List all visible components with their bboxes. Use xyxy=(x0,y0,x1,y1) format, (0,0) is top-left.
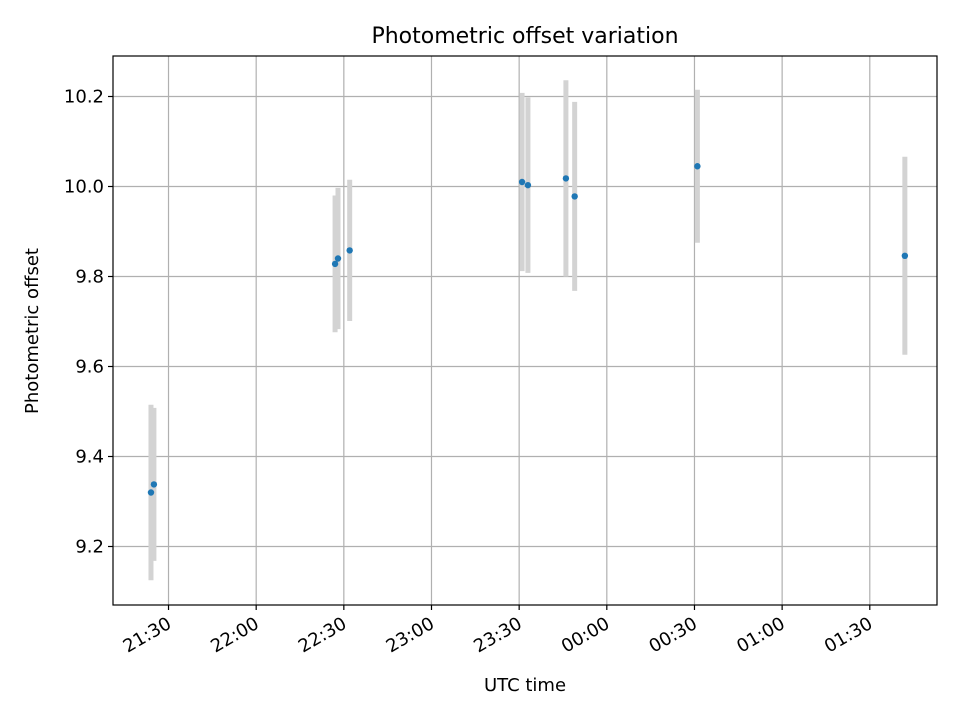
y-axis-label: Photometric offset xyxy=(22,248,43,414)
data-point xyxy=(571,193,578,200)
grid-lines xyxy=(113,56,937,605)
data-point xyxy=(331,260,339,268)
data-point xyxy=(901,252,909,259)
data-point xyxy=(562,175,570,182)
data-point xyxy=(524,181,532,189)
data-point xyxy=(694,163,701,170)
y-axis-ticks: 9.2 9.4 9.6 9.8 10.0 10.2 xyxy=(64,87,113,558)
y-tick-label: 9.4 xyxy=(75,447,104,468)
y-tick-label: 10.2 xyxy=(64,87,104,108)
y-tick-label: 9.8 xyxy=(75,267,104,288)
y-tick-label: 10.0 xyxy=(64,177,104,198)
y-tick-label: 9.2 xyxy=(75,537,104,558)
data-point xyxy=(147,489,155,496)
data-point xyxy=(518,178,526,186)
data-point xyxy=(150,481,158,488)
x-axis-label: UTC time xyxy=(484,675,566,696)
chart-title: Photometric offset variation xyxy=(371,24,678,49)
data-point xyxy=(346,247,353,254)
data-points xyxy=(147,163,909,496)
plot-frame xyxy=(112,55,938,606)
y-tick-label: 9.6 xyxy=(75,357,104,378)
data-point xyxy=(334,255,342,262)
